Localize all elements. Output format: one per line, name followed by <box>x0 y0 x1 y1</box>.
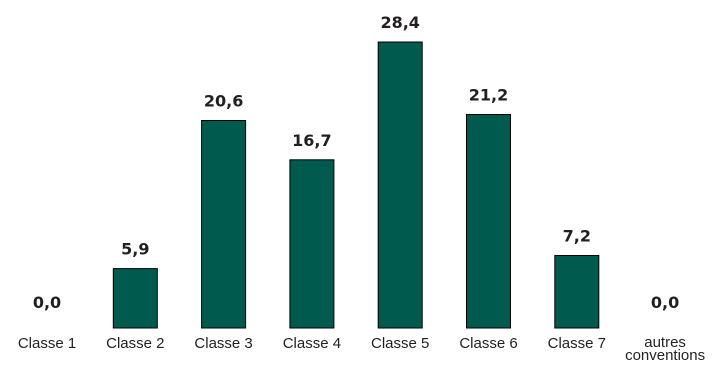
category-label-line: Classe 4 <box>283 335 341 352</box>
category-label-line: Classe 2 <box>106 335 164 352</box>
bar-6 <box>466 114 511 329</box>
value-label-6: 21,2 <box>469 86 508 105</box>
bars-group <box>112 41 600 329</box>
category-label-8: autres conventions <box>625 334 705 364</box>
bar-3 <box>201 120 247 329</box>
category-label-2: Classe 2 <box>106 335 164 352</box>
value-label-3: 20,6 <box>204 92 243 111</box>
value-label-8: 0,0 <box>651 293 679 312</box>
category-label-line: Classe 7 <box>548 335 606 352</box>
category-label-line: Classe 3 <box>194 335 252 352</box>
value-labels-group: 0,0 5,9 20,6 16,7 28,4 21,2 7,2 0,0 <box>33 13 679 312</box>
bar-5 <box>377 41 423 329</box>
bar-2 <box>112 268 158 329</box>
category-label-line: Classe 1 <box>18 335 76 352</box>
category-labels-group: Classe 1 Classe 2 Classe 3 Classe 4 Classe 5… <box>18 334 705 364</box>
category-label-1: Classe 1 <box>18 335 76 352</box>
category-label-7: Classe 7 <box>548 335 606 352</box>
category-label-6: Classe 6 <box>459 335 517 352</box>
value-label-2: 5,9 <box>121 240 149 259</box>
category-label-line: autres <box>644 334 686 351</box>
value-label-5: 28,4 <box>380 13 419 32</box>
category-label-4: Classe 4 <box>283 335 341 352</box>
value-label-4: 16,7 <box>292 131 331 150</box>
category-label-5: Classe 5 <box>371 335 429 352</box>
value-label-1: 0,0 <box>33 293 61 312</box>
category-label-3: Classe 3 <box>194 335 252 352</box>
value-label-7: 7,2 <box>563 227 591 246</box>
category-label-line: conventions <box>625 347 705 364</box>
category-label-line: Classe 6 <box>459 335 517 352</box>
bar-7 <box>554 255 600 329</box>
category-label-line: Classe 5 <box>371 335 429 352</box>
bar-4 <box>289 159 335 329</box>
